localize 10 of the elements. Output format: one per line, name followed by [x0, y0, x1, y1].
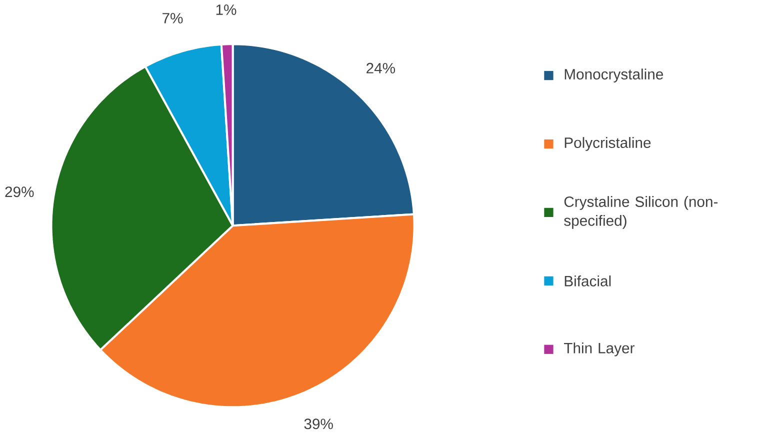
- data-label: 39%: [304, 418, 333, 430]
- data-label: 24%: [366, 63, 396, 74]
- data-label: 7%: [162, 13, 183, 24]
- legend-label: Monocrystaline: [564, 68, 664, 83]
- data-label: 29%: [5, 186, 34, 198]
- legend-label: Polycristaline: [564, 137, 651, 152]
- legend-label: Thin Layer: [564, 342, 634, 356]
- legend-label: Bifacial: [564, 276, 611, 287]
- legend-label: Crystaline Silicon (non-specified): [564, 196, 718, 229]
- data-label: 1%: [216, 4, 236, 16]
